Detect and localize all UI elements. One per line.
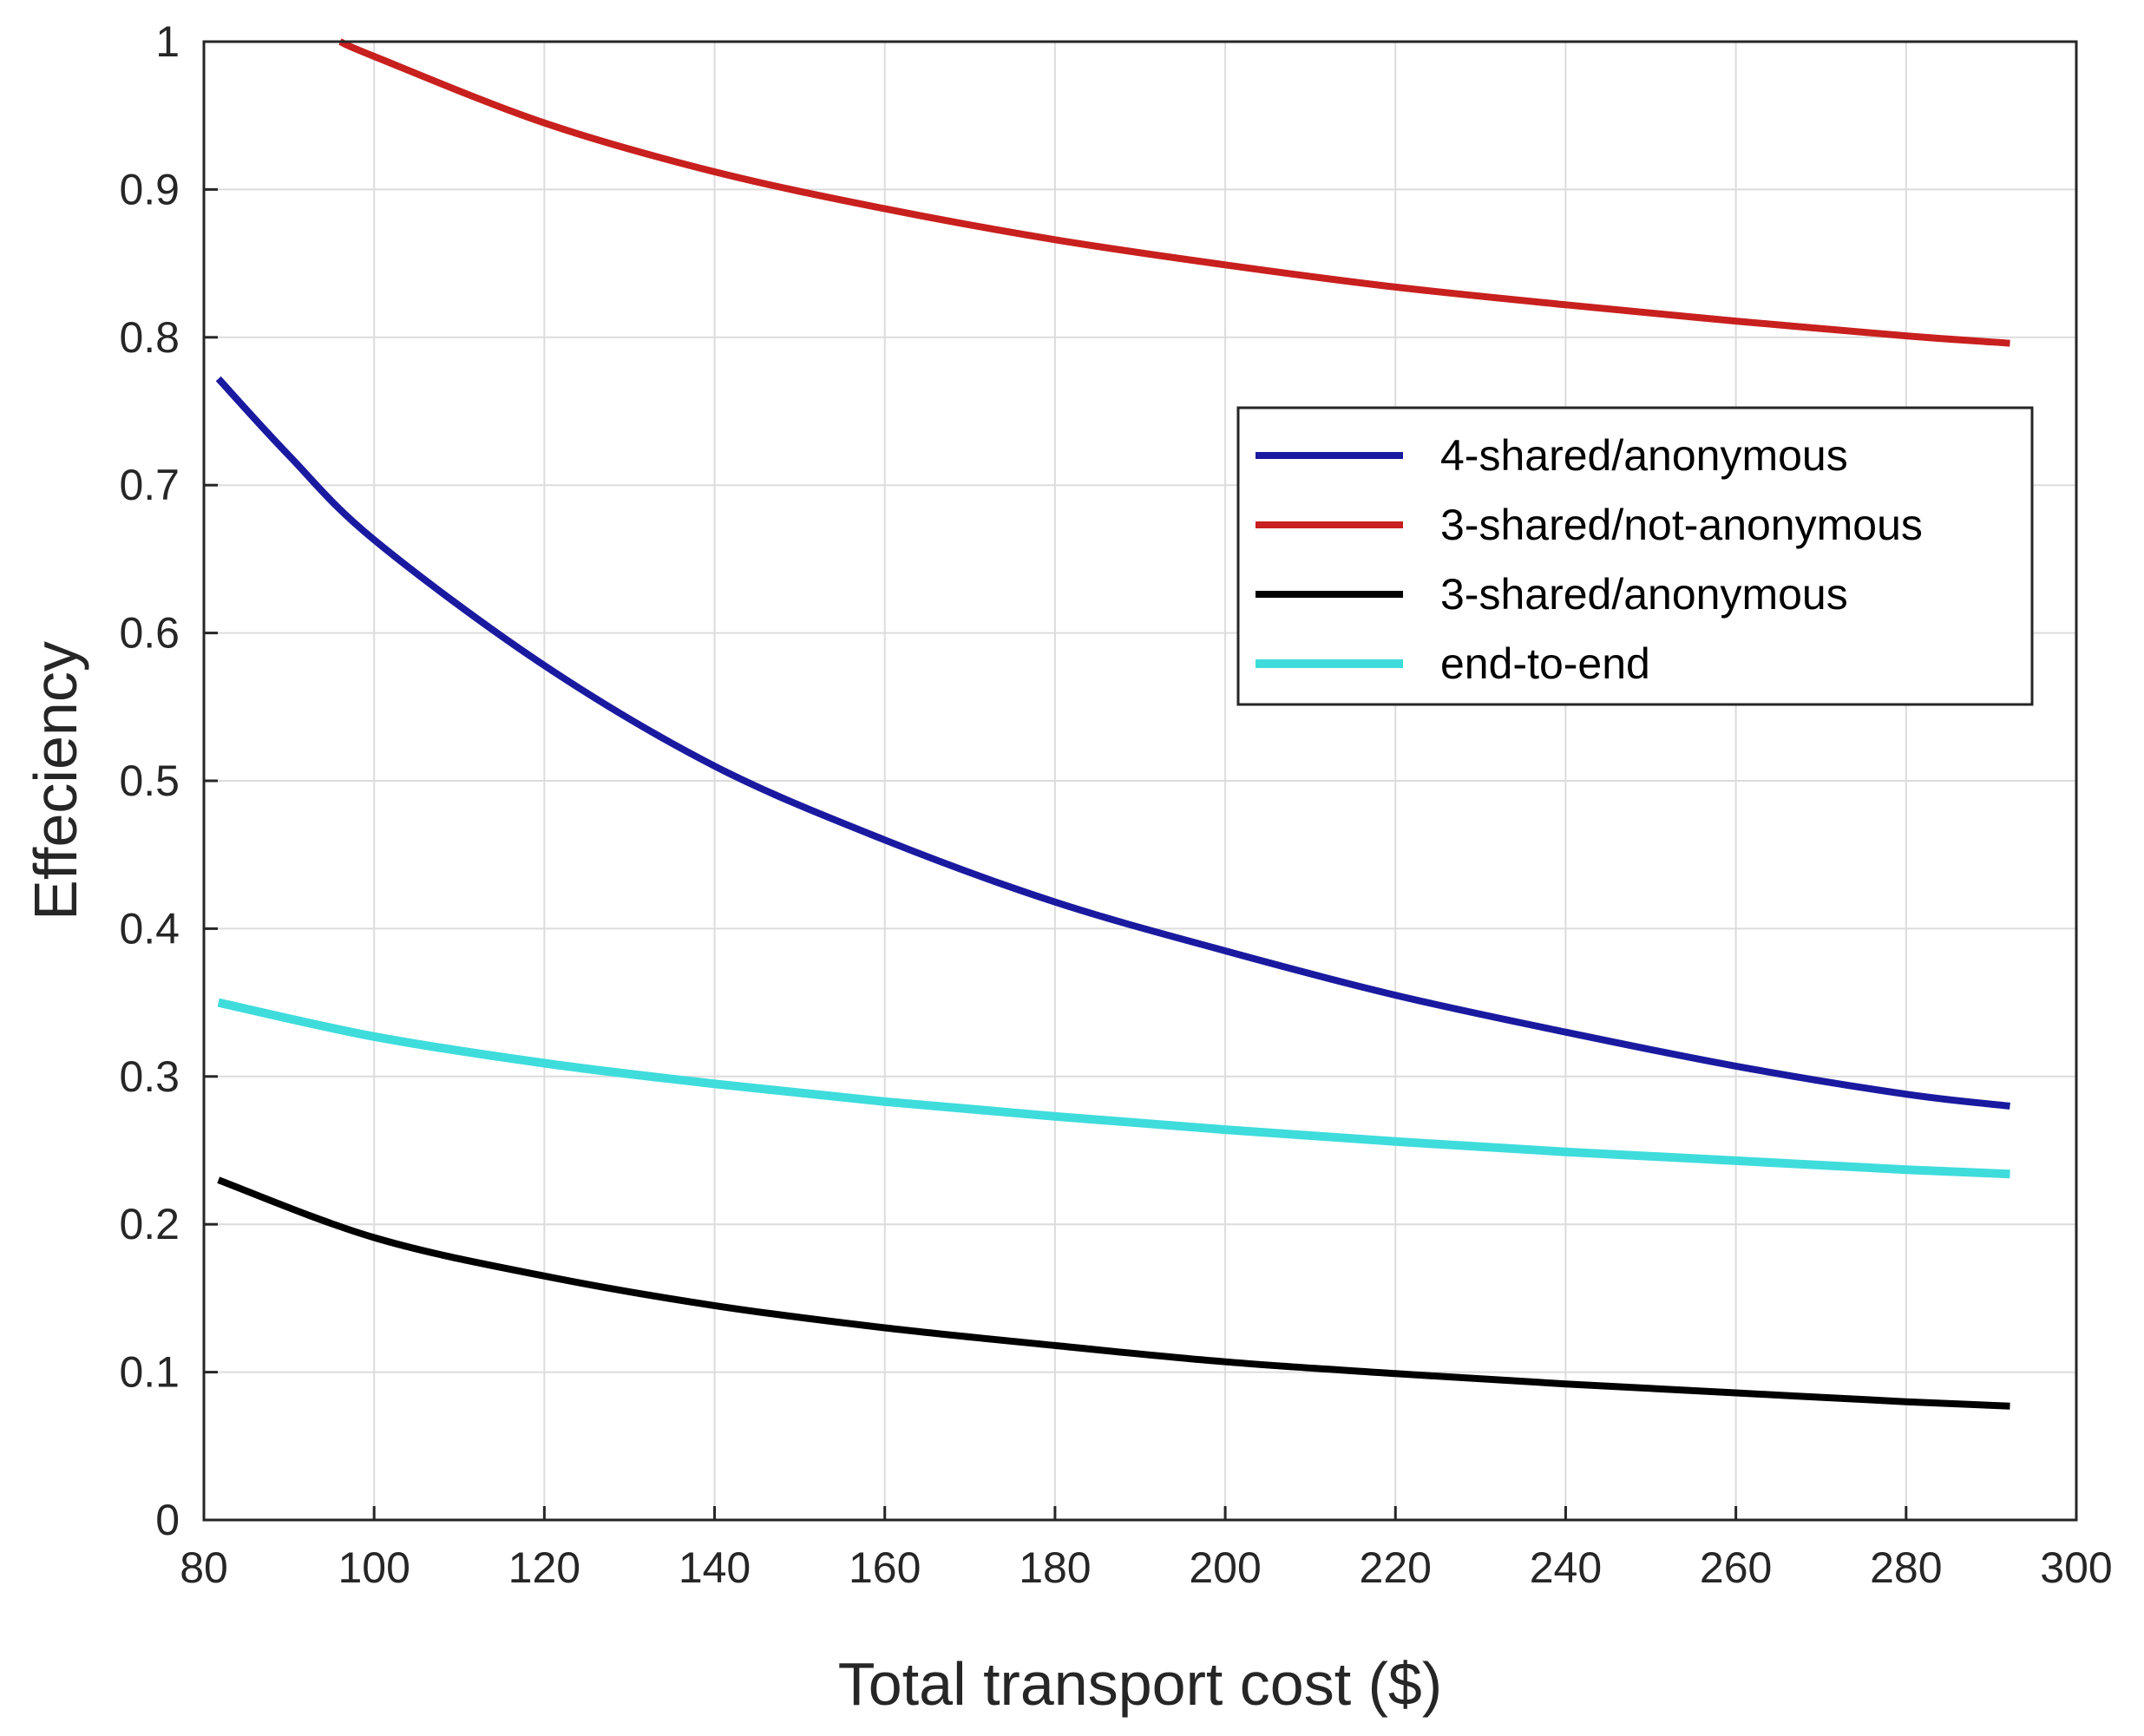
legend-label: end-to-end — [1440, 639, 1650, 688]
y-tick-label: 0.5 — [119, 757, 180, 805]
x-tick-label: 180 — [1019, 1543, 1091, 1592]
y-tick-label: 0.1 — [119, 1348, 180, 1397]
legend-label: 4-shared/anonymous — [1440, 431, 1848, 480]
x-tick-label: 200 — [1189, 1543, 1261, 1592]
y-axis-label: Effeciency — [22, 641, 89, 920]
x-tick-label: 160 — [849, 1543, 921, 1592]
y-tick-label: 0.7 — [119, 461, 180, 509]
y-tick-label: 0.2 — [119, 1200, 180, 1248]
x-tick-label: 120 — [508, 1543, 580, 1592]
series-line-end-to-end — [217, 998, 2010, 1179]
series-line-3-shared-anonymous — [217, 1176, 2010, 1410]
y-tick-label: 0 — [155, 1496, 180, 1544]
x-tick-label: 300 — [2040, 1543, 2112, 1592]
legend-label: 3-shared/not-anonymous — [1440, 501, 1923, 549]
y-axis-ticks: 0 0.1 0.2 0.3 0.4 0.5 0.6 0.7 0.8 0.9 1 — [119, 17, 218, 1544]
x-tick-label: 280 — [1870, 1543, 1942, 1592]
series-line-3-shared-not-anonymous — [338, 38, 2010, 347]
x-axis-ticks: 80 100 120 140 160 180 200 220 240 260 280 300 — [180, 1506, 2113, 1592]
y-tick-label: 0.8 — [119, 313, 180, 362]
y-tick-label: 0.3 — [119, 1052, 180, 1101]
y-tick-label: 0.9 — [119, 165, 180, 213]
x-tick-label: 80 — [180, 1543, 228, 1592]
x-tick-label: 140 — [679, 1543, 751, 1592]
x-tick-label: 240 — [1530, 1543, 1602, 1592]
series-lines — [215, 38, 2010, 1410]
axes: 80 100 120 140 160 180 200 220 240 260 280 300 0 0.1… — [119, 17, 2112, 1592]
legend: 4-shared/anonymous 3-shared/not-anonymous… — [1236, 406, 2034, 706]
legend-label: 3-shared/anonymous — [1440, 570, 1848, 619]
y-tick-label: 0.4 — [119, 904, 180, 953]
x-axis-label: Total transport cost ($) — [838, 1650, 1442, 1718]
y-tick-label: 0.6 — [119, 609, 180, 658]
x-tick-label: 220 — [1360, 1543, 1432, 1592]
series-line-4-shared-anonymous — [215, 376, 2010, 1110]
x-tick-label: 260 — [1700, 1543, 1772, 1592]
y-tick-label: 1 — [155, 17, 180, 66]
x-tick-label: 100 — [338, 1543, 410, 1592]
